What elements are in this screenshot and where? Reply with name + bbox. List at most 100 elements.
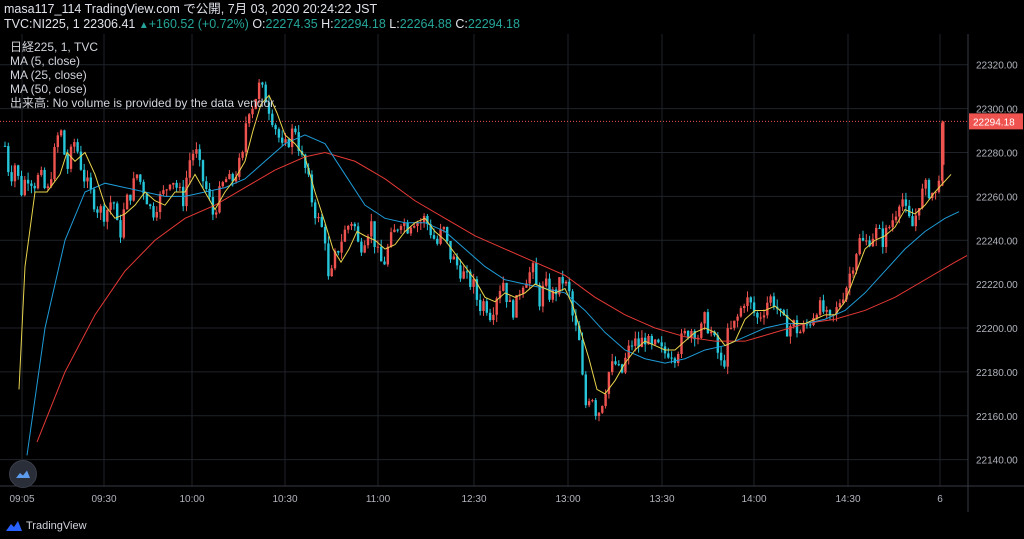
candle-up [759, 317, 762, 319]
candle-down [314, 202, 317, 219]
candle-up [703, 312, 706, 324]
legend-ma50[interactable]: MA (50, close) [10, 82, 87, 96]
x-tick-label: 14:30 [835, 494, 860, 505]
candle-down [83, 169, 86, 182]
candle-down [10, 172, 13, 182]
candle-up [386, 246, 389, 265]
candle-down [657, 339, 660, 343]
candle-up [125, 194, 129, 210]
price-chart[interactable]: 22320.00 22300.00 22280.00 22260.00 22240.00… [0, 34, 1024, 512]
legend-volume[interactable]: 出来高: No volume is provided by the data v… [10, 96, 277, 110]
candle-up [218, 186, 221, 213]
candle-up [168, 184, 172, 190]
candle-down [436, 238, 439, 244]
x-tick-label: 12:30 [461, 494, 486, 505]
candle-up [221, 182, 224, 187]
candle-down [637, 338, 640, 348]
candle-up [799, 331, 802, 334]
candle-up [924, 179, 927, 189]
candle-up [564, 281, 568, 284]
candle-down [904, 199, 908, 206]
x-tick-label: 10:30 [272, 494, 297, 505]
candle-up [845, 287, 848, 300]
candle-down [465, 271, 469, 273]
candle-down [927, 179, 931, 199]
candle-down [337, 250, 340, 253]
legend-ma5[interactable]: MA (5, close) [10, 54, 81, 68]
candle-up [898, 206, 901, 217]
candle-up [838, 303, 842, 308]
candle-down [142, 181, 145, 194]
candle-up [498, 290, 502, 299]
candle-up [416, 223, 419, 226]
candle-up [653, 339, 657, 345]
candle-down [706, 312, 710, 334]
candle-up [228, 173, 231, 180]
candle-down [294, 128, 297, 133]
candle-down [33, 185, 36, 189]
candle-down [271, 113, 274, 126]
candle-down [66, 154, 69, 169]
candle-down [752, 302, 756, 313]
candle-up [36, 174, 40, 189]
candle-down [396, 229, 399, 231]
candle-up [376, 246, 380, 248]
candle-up [729, 327, 733, 329]
candle-up [393, 229, 396, 233]
candle-down [43, 169, 46, 189]
candle-down [693, 330, 696, 340]
candle-down [716, 335, 719, 353]
candle-up [601, 405, 604, 413]
candle-down [861, 238, 865, 241]
candle-down [274, 125, 277, 130]
candle-up [452, 256, 455, 260]
candle-up [185, 177, 188, 207]
candle-up [894, 216, 898, 221]
candle-down [277, 129, 281, 138]
candle-up [53, 146, 56, 180]
candle-down [660, 342, 663, 347]
legend-ma25[interactable]: MA (25, close) [10, 68, 87, 82]
candle-up [551, 289, 554, 300]
candle-up [726, 328, 729, 367]
open-label: O: [252, 17, 266, 31]
candle-up [848, 273, 851, 288]
legend-title[interactable]: 日経225, 1, TVC [10, 40, 99, 54]
y-tick-label: 22140.00 [976, 456, 1018, 467]
candle-up [59, 130, 63, 136]
candle-up [106, 209, 109, 222]
candle-down [581, 340, 584, 375]
last-price-tag [969, 113, 1023, 130]
candle-up [591, 400, 594, 402]
candle-down [261, 82, 264, 85]
candle-up [941, 121, 945, 165]
candle-down [614, 361, 617, 365]
candle-up [191, 153, 195, 161]
candle-down [630, 345, 634, 347]
candle-down [327, 243, 330, 277]
candle-up [858, 238, 861, 255]
candle-down [287, 139, 290, 148]
candle-down [116, 203, 119, 221]
tradingview-logo-icon [6, 521, 22, 531]
candle-up [284, 139, 287, 143]
candle-down [119, 220, 122, 238]
candle-up [769, 296, 772, 303]
candle-up [558, 277, 561, 295]
last-price: 22306.41 [83, 17, 136, 31]
footer-brand[interactable]: TradingView [26, 520, 87, 532]
last-price-tag-label: 22294.18 [973, 117, 1015, 128]
candle-down [785, 315, 789, 337]
close-label: C: [455, 17, 468, 31]
symbol-label: TVC:NI225, 1 [4, 17, 80, 31]
candle-up [363, 245, 366, 253]
candle-down [554, 289, 558, 295]
candle-up [865, 240, 868, 242]
candle-down [779, 308, 782, 311]
tradingview-badge-icon[interactable] [9, 460, 37, 488]
candle-down [578, 325, 581, 341]
candle-down [584, 374, 587, 406]
open-value: 22274.35 [265, 17, 318, 31]
x-tick-label: 10:00 [179, 494, 204, 505]
up-arrow-icon: ▲ [138, 20, 149, 31]
